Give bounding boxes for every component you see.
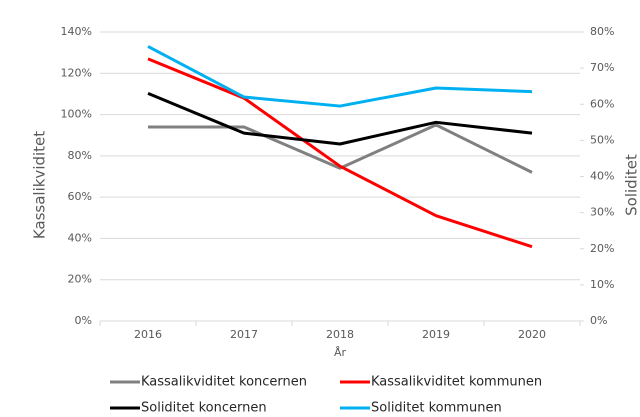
x-tick-label: 2018 [326,328,354,341]
series-line [147,57,533,249]
legend-label: Kassalikviditet koncernen [141,375,307,390]
legend-label: Kassalikviditet kommunen [371,375,542,390]
y2-tick-label: 20% [590,242,614,255]
y-tick-label: 100% [61,108,92,121]
y-tick-label: 40% [68,231,92,244]
y-tick-label: 20% [68,273,92,286]
x-tick-label: 2019 [422,328,450,341]
legend-label: Soliditet kommunen [371,401,502,416]
x-tick-label: 2017 [230,328,258,341]
y-tick-label: 120% [61,66,92,79]
series-line [147,92,533,146]
series-line [148,123,533,174]
y2-tick-label: 50% [590,133,614,146]
legend-label: Soliditet koncernen [141,401,267,416]
y2-tick-label: 0% [590,314,607,327]
x-axis-label: År [334,346,347,359]
series-line [147,45,533,108]
y2-tick-label: 40% [590,170,614,183]
y2-tick-label: 60% [590,97,614,110]
y-tick-label: 60% [68,190,92,203]
x-tick-label: 2020 [518,328,546,341]
y-tick-label: 140% [61,25,92,38]
y-axis-label: Kassalikviditet [31,131,49,239]
y2-tick-label: 70% [590,61,614,74]
y2-tick-label: 80% [590,25,614,38]
y-tick-label: 0% [75,314,92,327]
y2-tick-label: 30% [590,206,614,219]
y2-axis-label: Soliditet [623,154,640,216]
y2-tick-label: 10% [590,278,614,291]
y-tick-label: 80% [68,149,92,162]
x-tick-label: 2016 [134,328,162,341]
